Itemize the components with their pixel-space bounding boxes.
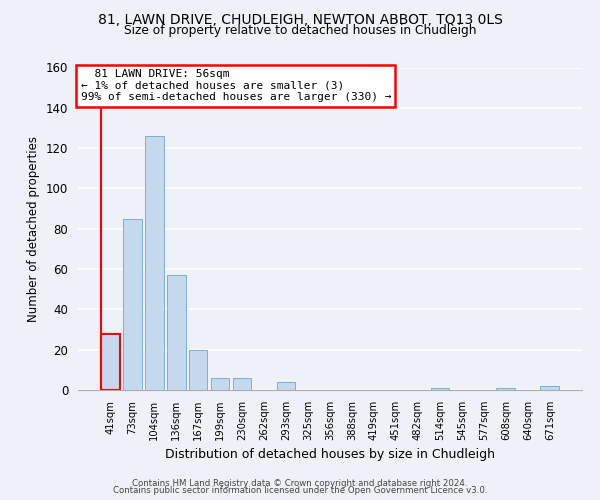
Text: 81 LAWN DRIVE: 56sqm
← 1% of detached houses are smaller (3)
99% of semi-detache: 81 LAWN DRIVE: 56sqm ← 1% of detached ho… xyxy=(80,69,391,102)
Text: Contains public sector information licensed under the Open Government Licence v3: Contains public sector information licen… xyxy=(113,486,487,495)
X-axis label: Distribution of detached houses by size in Chudleigh: Distribution of detached houses by size … xyxy=(165,448,495,462)
Bar xyxy=(431,388,449,390)
Bar xyxy=(145,136,164,390)
Bar xyxy=(496,388,515,390)
Text: Contains HM Land Registry data © Crown copyright and database right 2024.: Contains HM Land Registry data © Crown c… xyxy=(132,478,468,488)
Text: 81, LAWN DRIVE, CHUDLEIGH, NEWTON ABBOT, TQ13 0LS: 81, LAWN DRIVE, CHUDLEIGH, NEWTON ABBOT,… xyxy=(98,12,502,26)
Bar xyxy=(277,382,295,390)
Bar xyxy=(233,378,251,390)
Bar xyxy=(211,378,229,390)
Bar xyxy=(541,386,559,390)
Bar xyxy=(167,275,185,390)
Bar xyxy=(189,350,208,390)
Y-axis label: Number of detached properties: Number of detached properties xyxy=(28,136,40,322)
Bar xyxy=(123,218,142,390)
Text: Size of property relative to detached houses in Chudleigh: Size of property relative to detached ho… xyxy=(124,24,476,37)
Bar xyxy=(101,334,119,390)
